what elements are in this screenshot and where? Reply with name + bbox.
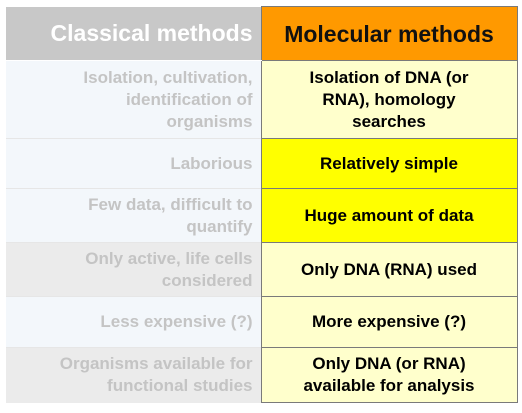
classical-cell: Less expensive (?) xyxy=(6,296,262,348)
table-row: Only active, life cells considered Only … xyxy=(6,242,518,297)
comparison-table: Classical methods Molecular methods Isol… xyxy=(6,6,518,403)
molecular-cell: Only DNA (or RNA) available for analysis xyxy=(260,347,518,403)
classical-cell: Few data, difficult to quantify xyxy=(6,188,262,243)
table-row: Laborious Relatively simple xyxy=(6,138,518,189)
header-classical-methods: Classical methods xyxy=(6,6,262,61)
classical-cell: Only active, life cells considered xyxy=(6,242,262,297)
molecular-cell: Only DNA (RNA) used xyxy=(260,242,518,297)
classical-cell: Organisms available for functional studi… xyxy=(6,347,262,403)
molecular-cell: Relatively simple xyxy=(260,138,518,189)
header-molecular-methods: Molecular methods xyxy=(260,6,518,61)
table-row: Organisms available for functional studi… xyxy=(6,347,518,403)
table-row: Isolation, cultivation, identification o… xyxy=(6,60,518,139)
molecular-cell: More expensive (?) xyxy=(260,296,518,348)
classical-cell: Laborious xyxy=(6,138,262,189)
molecular-cell: Huge amount of data xyxy=(260,188,518,243)
molecular-cell: Isolation of DNA (or RNA), homology sear… xyxy=(260,60,518,139)
table-row: Less expensive (?) More expensive (?) xyxy=(6,296,518,348)
header-row: Classical methods Molecular methods xyxy=(6,6,518,61)
table-row: Few data, difficult to quantify Huge amo… xyxy=(6,188,518,243)
classical-cell: Isolation, cultivation, identification o… xyxy=(6,60,262,139)
